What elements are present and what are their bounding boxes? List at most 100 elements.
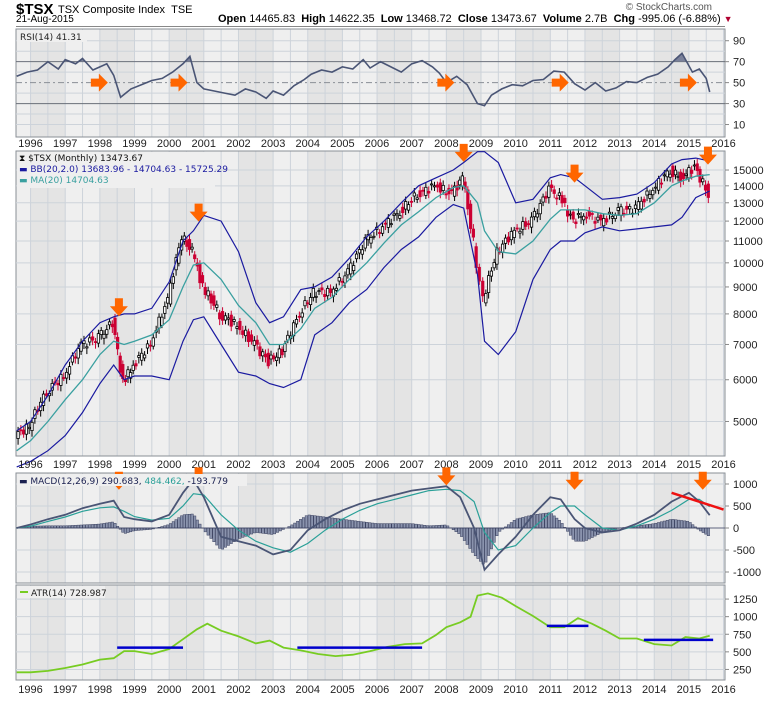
macd-hist-bar	[371, 522, 375, 529]
candle-down	[320, 287, 324, 291]
macd-hist-bar	[174, 519, 178, 529]
candle-up	[386, 218, 390, 228]
price-y-tick-label: 10000	[733, 258, 764, 270]
candle-down	[477, 266, 481, 282]
rsi-y-tick-label: 10	[733, 120, 745, 132]
x-tick-label: 1997	[53, 459, 77, 471]
macd-hist-bar	[405, 523, 409, 529]
price-candles	[16, 159, 710, 445]
candle-up	[96, 333, 101, 344]
candle-up	[88, 337, 92, 343]
candle-down	[584, 216, 588, 219]
candle-down	[378, 232, 382, 234]
volume-value: 2.7B	[584, 13, 608, 25]
x-tick-label: 2013	[607, 684, 631, 696]
macd-hist-bar	[397, 523, 401, 529]
candle-up	[610, 216, 614, 219]
x-tick-label: 2006	[365, 684, 389, 696]
rsi-y-tick-label: 50	[733, 78, 745, 90]
macd-hist-bar	[408, 523, 412, 529]
macd-hist-bar	[577, 527, 580, 542]
candle-down	[524, 221, 528, 227]
macd-hist-bar	[353, 520, 357, 529]
candle-up	[487, 275, 491, 293]
close-label: Close	[457, 13, 488, 25]
macd-hist-bar	[394, 523, 398, 529]
candle-down	[328, 288, 333, 293]
candle-down	[418, 190, 422, 198]
macd-hist-bar	[403, 523, 406, 529]
x-tick-label: 2013	[607, 138, 631, 150]
candle-up	[99, 330, 103, 335]
macd-hist-bar	[359, 521, 363, 529]
candle-up	[412, 192, 416, 197]
candle-up	[346, 268, 350, 276]
price-y-tick-label: 8000	[733, 309, 757, 321]
macd-hist-bar	[680, 520, 684, 529]
x-tick-label: 2011	[538, 138, 562, 150]
candle-down	[550, 184, 554, 189]
candle-down	[506, 236, 511, 243]
candle-up	[441, 184, 445, 191]
macd-hist-bar	[593, 527, 597, 537]
candle-up	[129, 372, 133, 379]
candle-up	[424, 186, 428, 196]
macd-hist-bar	[290, 524, 294, 529]
candle-up	[308, 297, 313, 306]
macd-hist-bar	[691, 524, 695, 529]
candle-up	[277, 348, 281, 359]
candle-up	[261, 351, 265, 357]
candle-up	[343, 275, 347, 284]
candle-down	[642, 198, 646, 203]
candle-up	[576, 213, 581, 216]
candle-down	[625, 205, 629, 210]
rsi-legend-text: RSI(14) 41.31	[20, 33, 82, 43]
candle-down	[297, 315, 301, 318]
x-tick-label: 2005	[330, 684, 354, 696]
x-tick-label: 1998	[88, 138, 112, 150]
price-legend-bg	[17, 152, 215, 188]
candle-up	[596, 216, 600, 221]
x-tick-label: 1999	[122, 459, 146, 471]
candle-up	[30, 421, 34, 431]
macd-hist-bar	[557, 520, 561, 529]
candle-down	[469, 203, 473, 229]
candle-up	[105, 329, 109, 335]
low-value: 13468.72	[405, 13, 452, 25]
rsi-y-tick-label: 30	[733, 99, 745, 111]
candle-down	[134, 363, 138, 367]
candle-up	[102, 333, 106, 339]
candle-up	[415, 197, 419, 200]
macd-hist-bar	[94, 524, 97, 529]
candle-down	[193, 254, 197, 260]
candle-up	[269, 354, 273, 360]
macd-hist-bar	[400, 523, 404, 529]
macd-hist-bar	[169, 523, 172, 529]
candle-down	[555, 197, 559, 200]
candle-down	[435, 184, 440, 188]
x-tick-label: 2003	[261, 138, 285, 150]
x-tick-label: 2000	[157, 684, 181, 696]
macd-hist-bar	[193, 515, 197, 529]
macd-hist-bar	[96, 523, 100, 529]
macd-hist-bar	[195, 519, 199, 529]
candle-up	[215, 304, 219, 308]
macd-hist-bar	[212, 527, 216, 542]
x-tick-label: 2007	[399, 459, 423, 471]
rsi-legend	[17, 30, 87, 42]
candle-up	[701, 178, 705, 183]
macd-hist-bar	[414, 523, 418, 529]
x-tick-label: 1998	[88, 459, 112, 471]
close-value: 13473.67	[490, 13, 537, 25]
candle-up	[145, 343, 150, 349]
x-tick-label: 2012	[573, 459, 597, 471]
candle-up	[349, 262, 353, 275]
macd-hist-bar	[76, 524, 80, 529]
macd-hist-bar	[385, 523, 389, 529]
header-divider	[16, 26, 725, 27]
price-y-tick-label: 5000	[733, 416, 757, 428]
x-tick-label: 2009	[469, 138, 493, 150]
candle-up	[521, 221, 525, 230]
candle-down	[185, 240, 189, 247]
candle-up	[501, 243, 505, 253]
